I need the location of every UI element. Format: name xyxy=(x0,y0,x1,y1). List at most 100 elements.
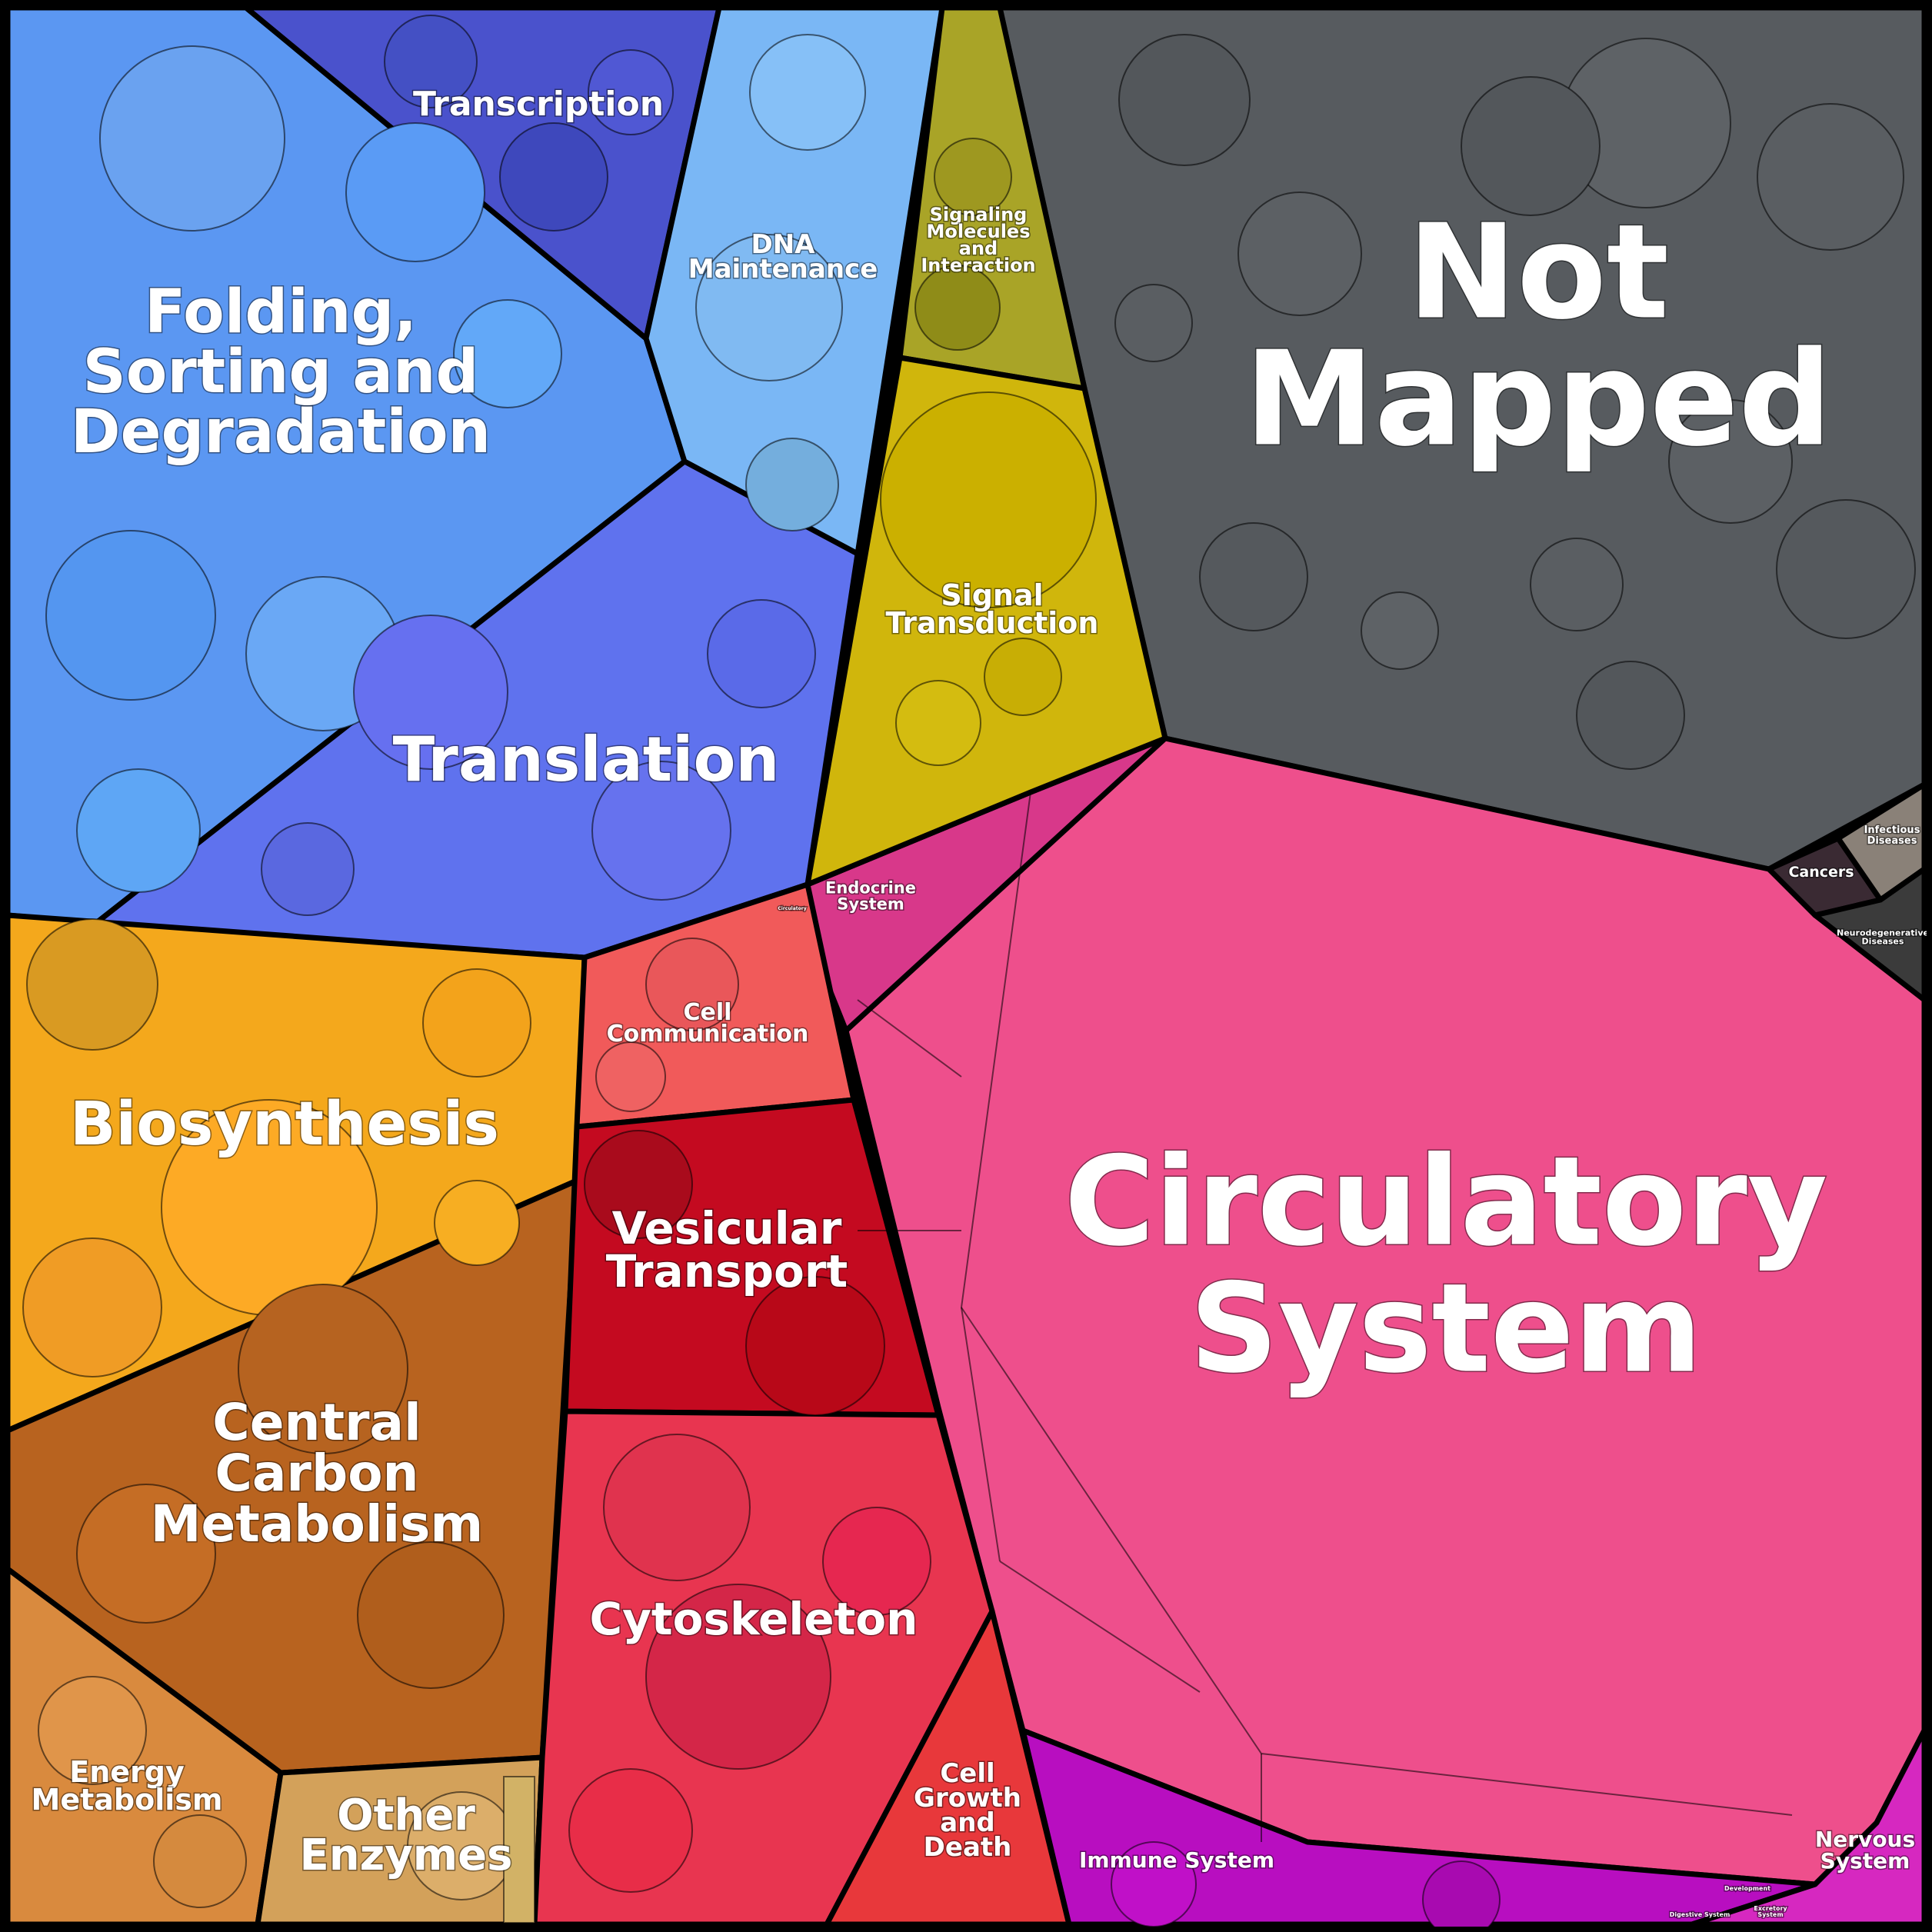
nervous-system-line: Nervous xyxy=(1815,1827,1915,1852)
label-dna-maintenance: DNA Maintenance xyxy=(688,229,878,285)
central-carbon-line: Carbon xyxy=(215,1444,418,1503)
central-carbon-subcells xyxy=(76,1284,505,1689)
subcell xyxy=(261,822,355,916)
label-excretory-system: Excretory System xyxy=(1754,1905,1787,1918)
digestive-system-line: Digestive System xyxy=(1670,1911,1730,1918)
subcell xyxy=(645,938,739,1031)
subcell xyxy=(38,1676,147,1785)
other-enzymes-line: Enzymes xyxy=(300,1830,513,1880)
circulatory-system-line: System xyxy=(1190,1257,1702,1401)
subcell xyxy=(880,391,1097,608)
subcell xyxy=(588,49,674,135)
label-signal-transduction: Signal Transduction xyxy=(886,578,1099,640)
region-nervous-system[interactable] xyxy=(1689,1727,1927,1927)
vesicular-subcells xyxy=(584,1130,885,1416)
subcell xyxy=(745,1276,885,1416)
subcell-edge xyxy=(857,999,962,1078)
transcription-subcells xyxy=(384,15,674,232)
signaling-molecules-line: and xyxy=(959,238,998,259)
label-endocrine-system: Endocrine System xyxy=(825,879,916,914)
label-signaling-molecules: Signaling Molecules and Interaction xyxy=(921,204,1035,276)
circulatory-small-line: Circulatory xyxy=(778,906,806,911)
subcell xyxy=(603,1434,751,1581)
excretory-system-line: System xyxy=(1757,1911,1783,1918)
not-mapped-subcells xyxy=(1114,34,1916,770)
subcell xyxy=(434,1180,520,1266)
region-neurodegenerative-diseases[interactable] xyxy=(1812,866,1927,1003)
cytoskeleton-line: Cytoskeleton xyxy=(590,1593,918,1645)
cell-communication-subcells xyxy=(595,938,739,1112)
label-transcription: Transcription xyxy=(413,85,664,124)
subcell xyxy=(453,299,562,408)
dna-maintenance-subcells xyxy=(695,34,866,531)
label-translation: Translation xyxy=(393,724,780,795)
subcell xyxy=(1757,103,1904,251)
signaling-molecules-line: Interaction xyxy=(921,255,1035,276)
energy-metabolism-line: Energy xyxy=(69,1755,185,1789)
folding-line: Sorting and xyxy=(83,338,479,407)
dna-maintenance-line: Maintenance xyxy=(688,254,878,285)
label-cell-growth-and-death: Cell Growth and Death xyxy=(914,1758,1021,1863)
not-mapped-line: Mapped xyxy=(1244,324,1832,476)
excretory-system-line: Excretory xyxy=(1754,1905,1787,1912)
immune-subcells xyxy=(1111,1841,1501,1932)
vesicular-transport-line: Transport xyxy=(606,1245,848,1297)
other-enzymes-line: Other xyxy=(337,1790,475,1840)
signal-transduction-line: Signal xyxy=(941,578,1043,612)
label-circulatory-small: Circulatory xyxy=(778,906,806,911)
energy-subcells xyxy=(38,1676,247,1908)
subcell xyxy=(503,1776,535,1924)
subcell xyxy=(1361,591,1439,670)
folding-line: Folding, xyxy=(145,278,417,347)
subcell xyxy=(153,1814,247,1908)
label-cytoskeleton: Cytoskeleton xyxy=(590,1593,918,1645)
energy-metabolism-line: Metabolism xyxy=(32,1783,223,1817)
other-enzymes-subcells xyxy=(407,1776,535,1924)
subcell xyxy=(749,34,866,151)
subcell xyxy=(984,638,1062,716)
label-vesicular-transport: Vesicular Transport xyxy=(606,1202,848,1297)
neurodegenerative-line: Diseases xyxy=(1862,937,1904,947)
subcell xyxy=(1118,34,1251,166)
subcell xyxy=(645,1584,831,1770)
label-cell-communication: Cell Communication xyxy=(607,999,809,1048)
subcell xyxy=(76,768,201,893)
development-line: Development xyxy=(1724,1885,1770,1892)
subcell xyxy=(595,1041,666,1112)
subcell xyxy=(22,1237,162,1377)
not-mapped-line: Not xyxy=(1407,197,1669,349)
label-other-enzymes: Other Enzymes xyxy=(300,1790,513,1880)
subcell xyxy=(707,599,816,708)
subcell xyxy=(1530,538,1624,631)
label-immune-system: Immune System xyxy=(1079,1847,1274,1873)
subcell xyxy=(1237,192,1362,316)
label-energy-metabolism: Energy Metabolism xyxy=(32,1755,223,1817)
transcription-line: Transcription xyxy=(413,85,664,124)
cell-communication-line: Cell xyxy=(684,999,732,1026)
signaling-molecules-line: Signaling xyxy=(930,204,1028,225)
endocrine-system-line: Endocrine xyxy=(825,879,916,898)
translation-subcells xyxy=(261,599,816,916)
subcell xyxy=(914,265,1001,351)
circulatory-subcells xyxy=(857,791,1793,1842)
signal-transduction-line: Transduction xyxy=(886,606,1099,640)
signaling-molecules-line: Molecules xyxy=(927,221,1031,242)
label-cancers: Cancers xyxy=(1788,864,1854,881)
translation-line: Translation xyxy=(393,724,780,795)
subcell xyxy=(584,1130,693,1239)
label-infectious-diseases: Infectious Diseases xyxy=(1864,824,1920,847)
subcell xyxy=(1461,76,1601,216)
subcell xyxy=(422,968,531,1078)
biosynthesis-line: Biosynthesis xyxy=(70,1090,499,1159)
subcell xyxy=(384,15,478,108)
infectious-diseases-line: Diseases xyxy=(1867,835,1917,847)
subcell xyxy=(822,1507,931,1616)
label-neurodegenerative-diseases: Neurodegenerative Diseases xyxy=(1837,928,1929,947)
subcell xyxy=(26,918,158,1051)
subcell xyxy=(591,761,731,901)
subcell xyxy=(99,45,285,232)
label-central-carbon-metabolism: Central Carbon Metabolism xyxy=(151,1393,483,1554)
label-not-mapped: Not Mapped xyxy=(1244,197,1832,476)
